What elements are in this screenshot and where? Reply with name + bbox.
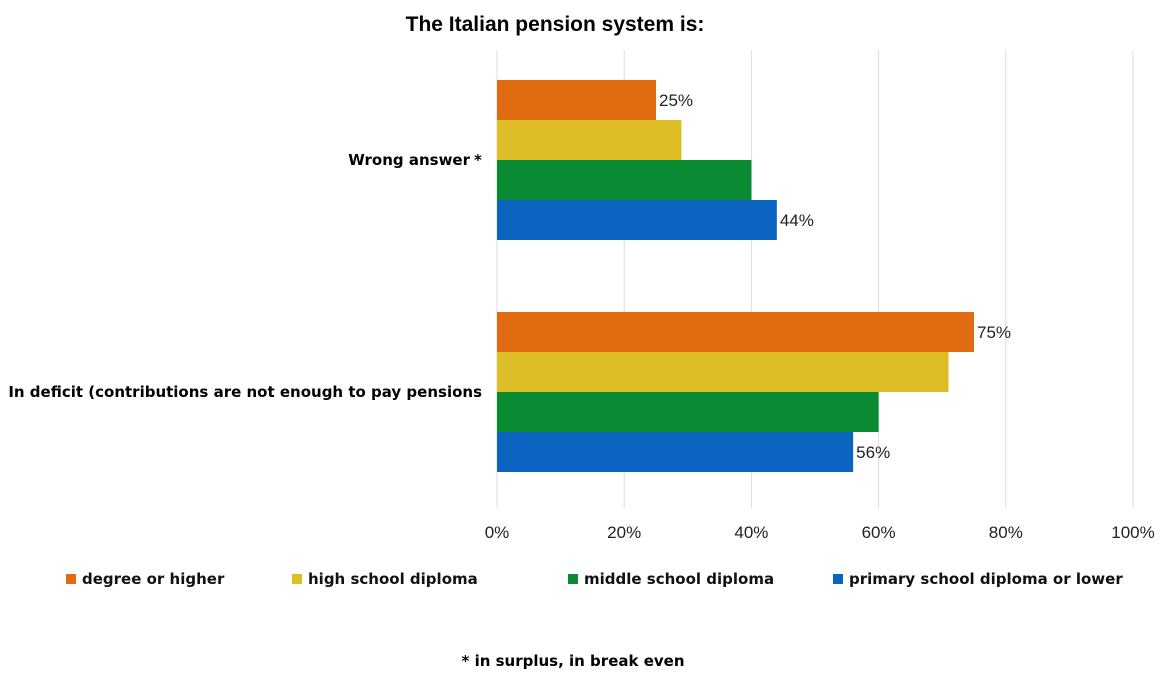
legend-swatch xyxy=(292,574,302,584)
bar xyxy=(497,432,854,472)
x-tick-label: 60% xyxy=(862,523,896,542)
category-label: Wrong answer xyxy=(348,151,470,169)
legend-item: primary school diploma or lower xyxy=(833,570,1123,588)
legend: degree or higher high school diploma middl… xyxy=(66,570,1123,588)
legend-label: degree or higher xyxy=(82,570,225,588)
data-label: 25% xyxy=(659,91,693,110)
bar xyxy=(497,312,974,352)
bar xyxy=(497,352,949,392)
labels: 0% 20% 40% 60% 80% 100% 25% 44% Wrong answer * 75%… xyxy=(8,91,1154,542)
bar xyxy=(497,80,656,120)
x-tick-label: 100% xyxy=(1111,523,1154,542)
legend-label: middle school diploma xyxy=(584,570,774,588)
bar xyxy=(497,392,879,432)
footnote: * in surplus, in break even xyxy=(462,652,685,670)
legend-item: degree or higher xyxy=(66,570,225,588)
legend-swatch xyxy=(66,574,76,584)
legend-item: high school diploma xyxy=(292,570,478,588)
bar xyxy=(497,200,777,240)
category-marker: * xyxy=(474,151,482,169)
x-tick-label: 40% xyxy=(734,523,768,542)
legend-label: primary school diploma or lower xyxy=(849,570,1123,588)
x-tick-label: 20% xyxy=(607,523,641,542)
data-label: 75% xyxy=(977,323,1011,342)
legend-swatch xyxy=(833,574,843,584)
x-tick-label: 80% xyxy=(989,523,1023,542)
legend-label: high school diploma xyxy=(308,570,478,588)
bar xyxy=(497,160,752,200)
bars xyxy=(497,80,974,472)
bar xyxy=(497,120,682,160)
legend-swatch xyxy=(568,574,578,584)
category-label: In deficit (contributions are not enough… xyxy=(8,383,482,401)
x-tick-label: 0% xyxy=(485,523,510,542)
data-label: 44% xyxy=(780,211,814,230)
data-label: 56% xyxy=(856,443,890,462)
legend-item: middle school diploma xyxy=(568,570,774,588)
chart-title: The Italian pension system is: xyxy=(406,13,705,36)
